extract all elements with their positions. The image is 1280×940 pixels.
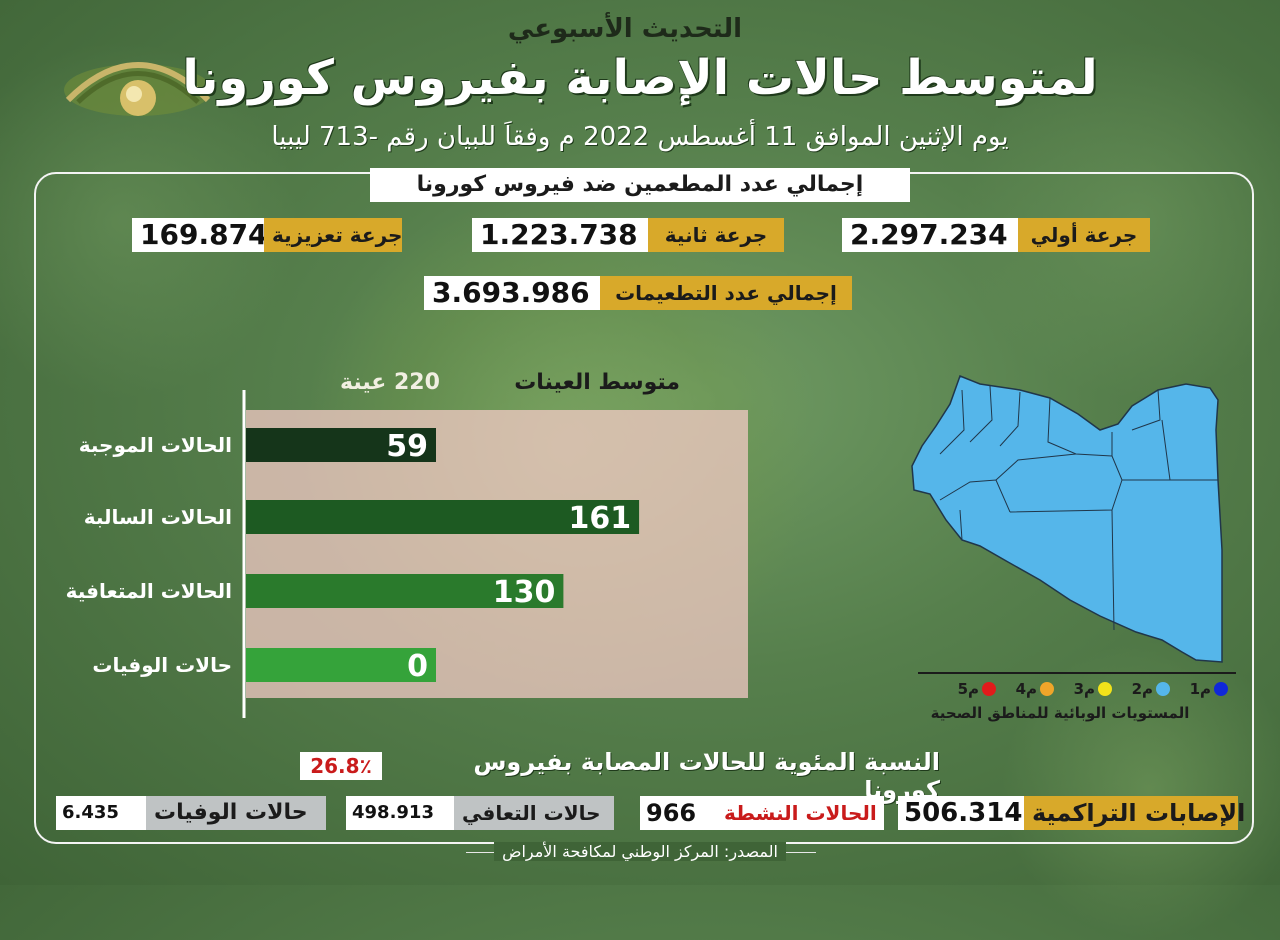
dot-icon: [1040, 682, 1054, 696]
bar-value-label: 161: [568, 501, 631, 536]
booster-stat: 169.874 جرعة تعزيزية: [132, 218, 402, 252]
legend-level-4: م4: [1016, 680, 1054, 698]
dot-icon: [982, 682, 996, 696]
legend-level-1: م1: [1190, 680, 1228, 698]
category-label: الحالات الموجبة: [79, 433, 232, 457]
bar-value-label: 130: [493, 575, 556, 610]
first-dose-stat: 2.297.234 جرعة أولي: [842, 218, 1150, 252]
booster-label: جرعة تعزيزية: [264, 218, 402, 252]
active-cases-stat: 966 الحالات النشطة: [640, 796, 884, 830]
region-borders: [939, 385, 1218, 631]
bar: [246, 428, 436, 462]
legend-level-5: م5: [958, 680, 996, 698]
libya-map: [911, 375, 1223, 663]
emblem-logo: [64, 62, 212, 116]
deaths-stat: 6.435 حالات الوفيات: [56, 796, 326, 830]
dot-icon: [1156, 682, 1170, 696]
booster-value: 169.874: [132, 218, 268, 252]
deaths-value: 6.435: [56, 796, 146, 830]
total-vaccinations-value: 3.693.986: [424, 276, 600, 310]
bar: [246, 648, 436, 682]
category-label: حالات الوفيات: [92, 653, 232, 677]
bar: [246, 574, 564, 608]
second-dose-value: 1.223.738: [472, 218, 648, 252]
legend-title: المستويات الوبائية للمناطق الصحية: [930, 704, 1190, 722]
category-label: الحالات السالبة: [84, 505, 232, 529]
cases-bar-chart: 59 الحالات الموجبة 161 الحالات السالبة 130 ال…: [66, 390, 748, 718]
legend-divider: [918, 672, 1236, 674]
recovered-cases-stat: 498.913 حالات التعافي: [346, 796, 614, 830]
dot-icon: [1214, 682, 1228, 696]
bar-value-label: 59: [386, 429, 428, 464]
active-cases-label: الحالات النشطة: [716, 796, 884, 830]
legend-level-2: م2: [1132, 680, 1170, 698]
bar: [246, 500, 640, 534]
cumulative-cases-label: الإصابات التراكمية: [1024, 796, 1245, 830]
samples-value: 220 عينة: [340, 370, 440, 395]
vaccination-title: إجمالي عدد المطعمين ضد فيروس كورونا: [370, 168, 910, 202]
deaths-label: حالات الوفيات: [146, 796, 326, 830]
second-dose-stat: 1.223.738 جرعة ثانية: [472, 218, 784, 252]
samples-label: متوسط العينات: [514, 370, 680, 395]
cumulative-cases-stat: 506.314 الإصابات التراكمية: [898, 796, 1245, 830]
legend-level-3: م3: [1074, 680, 1112, 698]
map-legend: م1 م2 م3 م4 م5: [928, 676, 1228, 706]
libya-outline: [911, 375, 1223, 663]
page-title: لمتوسط حالات الإصابة بفيروس كورونا: [182, 50, 1098, 106]
recovered-cases-value: 498.913: [346, 796, 454, 830]
dot-icon: [1098, 682, 1112, 696]
samples-heading: متوسط العينات 220 عينة: [330, 370, 680, 400]
second-dose-label: جرعة ثانية: [648, 218, 784, 252]
first-dose-value: 2.297.234: [842, 218, 1018, 252]
category-label: الحالات المتعافية: [66, 579, 232, 603]
total-vaccinations-label: إجمالي عدد التطعيمات: [600, 276, 852, 310]
page-subtitle: يوم الإثنين الموافق 11 أغسطس 2022 م وفقا…: [271, 122, 1009, 152]
percentage-value: 26.8٪: [300, 752, 382, 780]
first-dose-label: جرعة أولي: [1018, 218, 1150, 252]
bar-value-label: 0: [407, 649, 428, 684]
total-vaccinations-stat: 3.693.986 إجمالي عدد التطعيمات: [424, 276, 852, 310]
cumulative-cases-value: 506.314: [898, 796, 1024, 830]
source-note: المصدر: المركز الوطني لمكافحة الأمراض: [0, 842, 1280, 861]
active-cases-value: 966: [640, 796, 716, 830]
header-kicker: التحديث الأسبوعي: [507, 14, 743, 44]
recovered-cases-label: حالات التعافي: [454, 796, 614, 830]
